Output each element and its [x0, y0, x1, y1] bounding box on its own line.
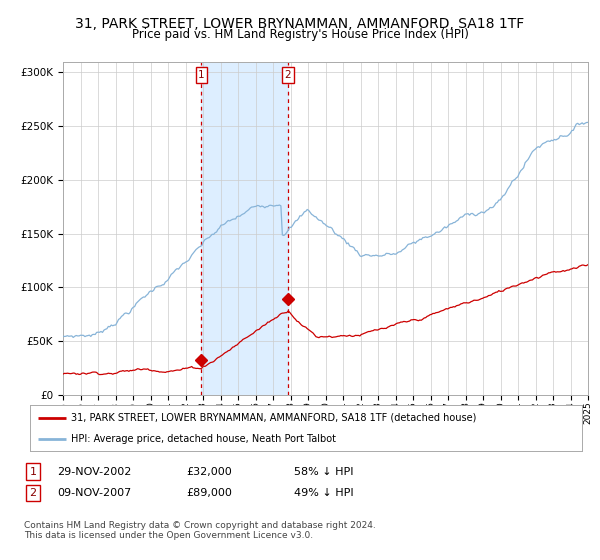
Text: Contains HM Land Registry data © Crown copyright and database right 2024.
This d: Contains HM Land Registry data © Crown c…	[24, 521, 376, 540]
Bar	[202, 62, 288, 395]
Text: 09-NOV-2007: 09-NOV-2007	[57, 488, 131, 498]
Text: 31, PARK STREET, LOWER BRYNAMMAN, AMMANFORD, SA18 1TF (detached house): 31, PARK STREET, LOWER BRYNAMMAN, AMMANF…	[71, 413, 477, 423]
Text: 29-NOV-2002: 29-NOV-2002	[57, 466, 131, 477]
Text: 1: 1	[29, 466, 37, 477]
Text: 1: 1	[198, 70, 205, 80]
Text: £32,000: £32,000	[186, 466, 232, 477]
Text: Price paid vs. HM Land Registry's House Price Index (HPI): Price paid vs. HM Land Registry's House …	[131, 28, 469, 41]
Text: 49% ↓ HPI: 49% ↓ HPI	[294, 488, 353, 498]
Text: 2: 2	[29, 488, 37, 498]
Text: 58% ↓ HPI: 58% ↓ HPI	[294, 466, 353, 477]
Text: £89,000: £89,000	[186, 488, 232, 498]
Text: 31, PARK STREET, LOWER BRYNAMMAN, AMMANFORD, SA18 1TF: 31, PARK STREET, LOWER BRYNAMMAN, AMMANF…	[76, 17, 524, 31]
Text: HPI: Average price, detached house, Neath Port Talbot: HPI: Average price, detached house, Neat…	[71, 435, 337, 444]
Text: 2: 2	[285, 70, 292, 80]
